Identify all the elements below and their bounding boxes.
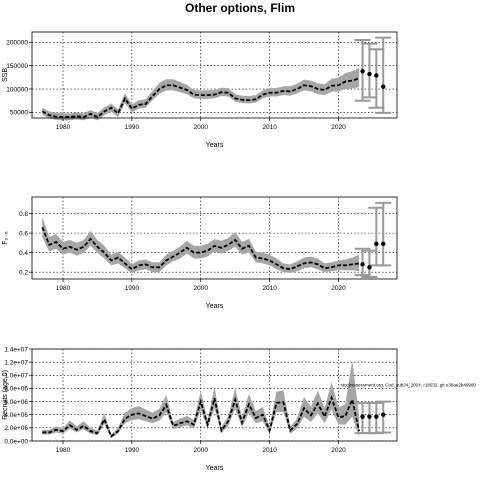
- x-tick-label: 1980: [56, 124, 71, 131]
- x-tick-label: 2010: [262, 124, 277, 131]
- projection-point: [367, 265, 372, 270]
- estimate-line: [41, 226, 360, 271]
- x-tick-label: 1990: [125, 447, 140, 454]
- x-tick-label: 2010: [262, 447, 277, 454]
- x-tick-label: 2020: [331, 447, 346, 454]
- provenance-note: stockassessment.org, Cod_sub24_2024, r18…: [341, 382, 477, 387]
- y-tick-label: 0.0e+00: [4, 438, 28, 445]
- x-tick-label: 1990: [125, 124, 140, 131]
- confidence-band: [42, 216, 360, 274]
- x-tick-label: 2010: [262, 285, 277, 292]
- y-tick-label: 100000: [6, 86, 28, 93]
- y-tick-label: 2.0e+06: [4, 425, 28, 432]
- y-tick-label: 0.2: [19, 269, 28, 276]
- y-tick-label: 8.0e+06: [4, 386, 28, 393]
- x-axis-label: Years: [206, 142, 224, 149]
- x-tick-label: 2020: [331, 285, 346, 292]
- y-tick-label: 1.4e+07: [4, 346, 28, 353]
- projection-point: [367, 414, 372, 419]
- projection-point: [374, 73, 379, 78]
- plot-frame: [31, 196, 398, 280]
- panel-fishing-mortality: 1980 1990 2000 2010 2020 0.2 0.4 0.6 0.8 Years F₂₋…: [2, 196, 398, 310]
- y-tick-label: 0.6: [19, 230, 28, 237]
- x-tick-label: 1980: [56, 447, 71, 454]
- y-tick-label: 150000: [6, 63, 28, 70]
- projection-point: [360, 69, 365, 74]
- y-tick-label: 0.8: [19, 211, 28, 218]
- projection-point: [381, 84, 386, 89]
- y-tick-label: 1.2e+07: [4, 359, 28, 366]
- projection-point: [374, 414, 379, 419]
- y-tick-label: 50000: [10, 110, 28, 117]
- projection-point: [381, 412, 386, 417]
- projection-point: [360, 262, 365, 267]
- y-tick-label: 1.0e+07: [4, 373, 28, 380]
- y-axis-label: Recruits (age 0): [2, 370, 9, 420]
- x-axis-label: Years: [206, 465, 224, 472]
- x-tick-label: 2020: [331, 124, 346, 131]
- plot-frame: [31, 348, 398, 442]
- x-tick-label: 1990: [125, 285, 140, 292]
- y-tick-label: 4.0e+06: [4, 412, 28, 419]
- y-tick-label: 0.4: [19, 250, 28, 257]
- figure-title: Other options, Flim: [185, 1, 295, 15]
- x-tick-label: 2000: [193, 285, 208, 292]
- y-axis-label: F₂₋₆: [2, 231, 9, 245]
- x-axis-label: Years: [206, 303, 224, 310]
- projection-point: [381, 241, 386, 247]
- estimate-line: [41, 77, 360, 119]
- y-tick-label: 6.0e+06: [4, 399, 28, 406]
- y-axis-label: SSB: [2, 68, 9, 82]
- panel-recruits: 1980 1990 2000 2010 2020 0.0e+00 2.0e+06 4.0e+0…: [2, 346, 476, 472]
- projection-point: [367, 71, 372, 77]
- projection-point: [360, 414, 365, 419]
- plot-frame: [31, 31, 398, 119]
- y-tick-label: 200000: [6, 40, 28, 47]
- x-tick-label: 1980: [56, 285, 71, 292]
- x-tick-label: 2000: [193, 124, 208, 131]
- estimate-line: [42, 394, 360, 438]
- panel-ssb: 1980 1990 2000 2010 2020 50000 100000 150000 200…: [2, 31, 398, 149]
- x-tick-label: 2000: [193, 447, 208, 454]
- projection-point: [374, 241, 379, 247]
